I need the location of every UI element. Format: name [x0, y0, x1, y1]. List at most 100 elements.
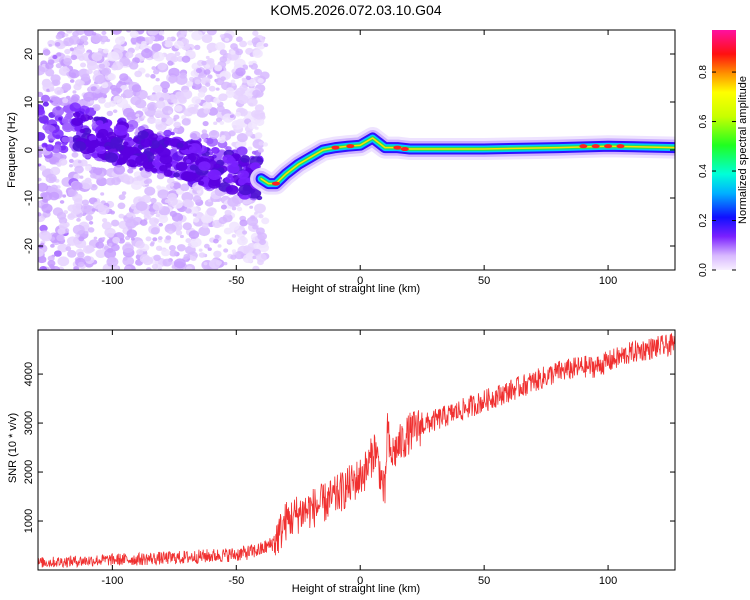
spectrogram-cell	[207, 74, 212, 78]
spectrogram-cell	[62, 98, 69, 104]
spectrogram-cell	[140, 138, 153, 148]
spectrogram-cell	[80, 204, 92, 214]
spectrogram-cell	[222, 154, 234, 164]
spectrogram-cell	[102, 48, 109, 54]
spectrogram-cell	[162, 258, 172, 267]
spectrogram-cell	[91, 52, 103, 62]
x-tick-label: 100	[599, 275, 617, 287]
spectrogram-cell	[242, 80, 247, 84]
spectrogram-cell	[118, 80, 122, 84]
spectrogram-cell	[259, 239, 267, 246]
colorbar: 0.0 0.2 0.4 0.6 0.8 Normalized spectral ampl…	[698, 30, 749, 277]
spectrogram-cell	[159, 154, 173, 165]
spectrogram-cell	[192, 195, 202, 203]
spectrogram-cell	[206, 208, 217, 216]
spectrogram-cell	[63, 66, 68, 70]
snr-y-label: SNR (10 * v/v)	[7, 413, 19, 483]
spectrogram-cell	[213, 250, 222, 258]
spectrogram-cell	[41, 191, 53, 201]
spectrogram-cell	[155, 100, 166, 109]
spectrogram-cell	[86, 68, 93, 75]
snr-frame	[37, 329, 676, 571]
spectrogram-cell	[254, 132, 263, 139]
spectrogram-cell	[258, 214, 264, 219]
spectrogram-cell	[182, 222, 192, 231]
spectrogram-cell	[82, 127, 92, 135]
spectrogram-cell	[73, 173, 81, 180]
spectrogram-peak	[331, 145, 340, 150]
spectrogram-cell	[55, 63, 62, 69]
spectrogram-cell	[101, 236, 106, 240]
spectrogram-cell	[69, 102, 81, 112]
spectrogram-cell	[206, 136, 219, 147]
spectrogram-cell	[94, 74, 106, 85]
spectrogram-cell	[213, 238, 219, 244]
spectrogram-cell	[49, 157, 57, 163]
spectrogram-cell	[77, 251, 85, 258]
spectrogram-cell	[116, 98, 129, 108]
spectrogram-cell	[78, 55, 85, 61]
spectrogram-cell	[235, 111, 241, 117]
spectrogram-cell	[226, 87, 235, 94]
snr-series-line	[38, 332, 675, 569]
spectrogram-cell	[205, 55, 210, 60]
spectrogram-cell	[153, 51, 165, 62]
spectrogram-cell	[38, 132, 46, 141]
spectrogram-cell	[136, 89, 148, 100]
spectrogram-cell	[216, 105, 225, 113]
spectrogram-cell	[202, 120, 209, 127]
spectrogram-cell	[111, 219, 120, 227]
x-tick-label: -50	[228, 575, 244, 587]
spectrogram-cell	[249, 205, 254, 209]
spectrogram-cell	[106, 131, 117, 140]
y-tick-label: 0	[23, 147, 35, 153]
spectrogram-cell	[61, 136, 69, 143]
spectrogram-cell	[161, 87, 169, 94]
spectrogram-cell	[152, 202, 163, 211]
spectrogram-cell	[215, 87, 220, 91]
spectrogram-cell	[150, 197, 157, 204]
spectrogram-cell	[142, 256, 154, 266]
spectrogram-cell	[177, 220, 183, 225]
spectrogram-cell	[174, 105, 183, 112]
spectrogram-cell	[181, 55, 191, 63]
spectrogram-cell	[260, 71, 270, 80]
spectrogram-cell	[126, 229, 138, 238]
spectrogram-cell	[106, 256, 119, 267]
spectrogram-cell	[143, 179, 149, 185]
spectrogram-cell	[38, 163, 42, 167]
spectrogram-cell	[91, 152, 100, 159]
spectrogram-cell	[45, 144, 55, 152]
spectrogram-cell	[262, 142, 269, 147]
spectrogram-cell	[76, 217, 81, 222]
spectrogram-cell	[84, 255, 92, 262]
spectrogram-cell	[228, 130, 236, 137]
spectrogram-cell	[145, 267, 152, 270]
spectrogram-cell	[102, 218, 108, 223]
spectrogram-cell	[234, 251, 245, 260]
spectrogram-cell	[230, 254, 237, 260]
spectrogram-cell	[118, 213, 125, 219]
spectrogram-cell	[38, 91, 44, 98]
spectrogram-cell	[81, 199, 90, 206]
spectrogram-cell	[157, 123, 163, 128]
spectrogram-cell	[124, 154, 131, 159]
spectrogram-cell	[62, 122, 74, 133]
spectrogram-cell	[202, 30, 208, 33]
spectrogram-cell	[78, 236, 85, 242]
spectrogram-cell	[151, 263, 159, 270]
spectrogram-cell	[83, 40, 89, 46]
spectrogram-cell	[135, 201, 148, 212]
spectrogram-cell	[129, 30, 139, 38]
spectrogram-cell	[135, 99, 147, 109]
spectrogram-cell	[62, 194, 67, 198]
spectrogram-cell	[174, 51, 181, 57]
spectrogram-cell	[110, 30, 122, 35]
spectrogram-cell	[85, 107, 97, 117]
spectrogram-cell	[153, 254, 161, 261]
spectrogram-cell	[197, 180, 205, 186]
spectrogram-cell	[223, 227, 233, 235]
spectrogram-cell	[104, 152, 119, 163]
spectrogram-cell	[38, 107, 45, 116]
spectrogram-cell	[239, 219, 248, 227]
